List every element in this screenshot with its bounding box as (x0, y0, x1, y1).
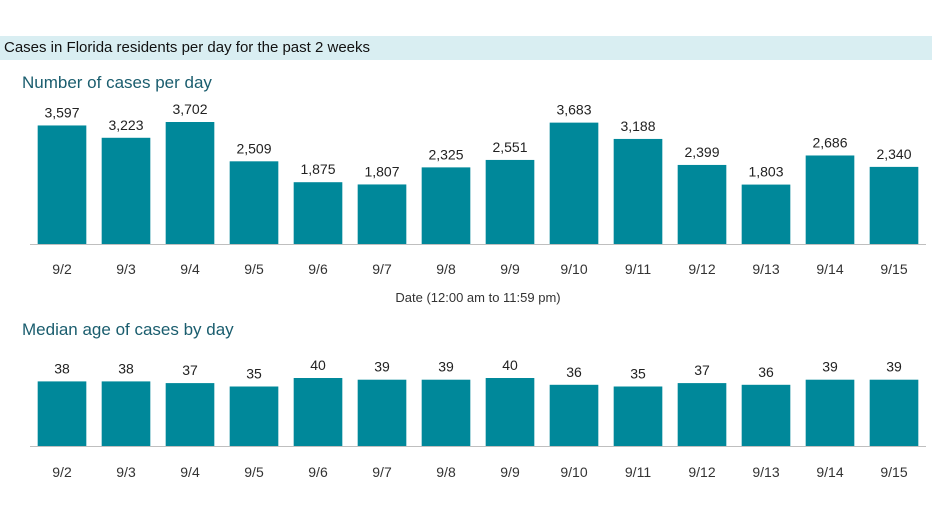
median-age-tick-label: 9/7 (372, 464, 392, 480)
median-age-tick-label: 9/4 (180, 464, 200, 480)
median-age-tick-label: 9/5 (244, 464, 264, 480)
median-age-value-label: 35 (630, 366, 646, 382)
cases-bar (229, 161, 279, 244)
median-age-bar (421, 379, 471, 446)
median-age-bar (293, 378, 343, 446)
median-age-tick-label: 9/2 (52, 464, 72, 480)
cases-tick-label: 9/11 (625, 261, 651, 277)
cases-value-label: 2,686 (812, 134, 847, 150)
median-age-tick-label: 9/15 (880, 464, 907, 480)
chart-title-median-age: Median age of cases by day (22, 320, 234, 339)
cases-value-label: 3,597 (44, 104, 79, 120)
median-age-value-label: 39 (438, 359, 454, 375)
median-age-bar (101, 381, 151, 446)
header-banner: Cases in Florida residents per day for t… (0, 36, 932, 60)
cases-value-label: 2,551 (492, 139, 527, 155)
cases-value-label: 2,340 (876, 146, 911, 162)
median-age-value-label: 36 (758, 364, 774, 380)
median-age-value-label: 40 (502, 357, 518, 373)
cases-tick-label: 9/7 (372, 261, 392, 277)
median-age-bar (869, 379, 919, 446)
median-age-value-label: 39 (822, 359, 838, 375)
cases-tick-label: 9/5 (244, 261, 264, 277)
cases-bar (485, 159, 535, 244)
cases-bar-chart: 3,597 9/2 3,223 9/3 3,702 9/4 2,509 9/5 1,875 9/6… (30, 101, 926, 305)
cases-bar (869, 166, 919, 244)
cases-value-label: 2,399 (684, 144, 719, 160)
cases-value-label: 1,803 (748, 164, 783, 180)
cases-tick-label: 9/15 (880, 261, 907, 277)
median-age-bar (165, 383, 215, 446)
cases-value-label: 1,807 (364, 163, 399, 179)
cases-bar (101, 137, 151, 244)
cases-tick-label: 9/12 (688, 261, 715, 277)
median-age-bar (485, 378, 535, 446)
cases-bar (549, 122, 599, 244)
cases-bar (357, 184, 407, 244)
median-age-bar (357, 379, 407, 446)
median-age-value-label: 37 (182, 362, 198, 378)
median-age-value-label: 36 (566, 364, 582, 380)
median-age-value-label: 38 (54, 360, 70, 376)
cases-tick-label: 9/13 (752, 261, 779, 277)
cases-bar (741, 184, 791, 244)
cases-value-label: 3,223 (108, 117, 143, 133)
cases-value-label: 3,188 (620, 118, 655, 134)
chart-title-cases: Number of cases per day (22, 73, 212, 92)
median-age-value-label: 40 (310, 357, 326, 373)
median-age-tick-label: 9/12 (688, 464, 715, 480)
median-age-value-label: 37 (694, 362, 710, 378)
median-age-tick-label: 9/3 (116, 464, 136, 480)
median-age-value-label: 39 (886, 359, 902, 375)
cases-bar (293, 182, 343, 244)
median-age-tick-label: 9/8 (436, 464, 456, 480)
cases-tick-label: 9/4 (180, 261, 200, 277)
median-age-bar (37, 381, 87, 446)
page-title: Cases in Florida residents per day for t… (4, 39, 371, 56)
median-age-tick-label: 9/11 (625, 464, 651, 480)
cases-bar (677, 164, 727, 244)
cases-tick-label: 9/9 (500, 261, 520, 277)
cases-tick-label: 9/2 (52, 261, 72, 277)
cases-bar (37, 125, 87, 244)
cases-bar (805, 155, 855, 244)
cases-bar (165, 122, 215, 244)
median-age-bar (805, 379, 855, 446)
median-age-tick-label: 9/14 (816, 464, 843, 480)
median-age-bar (741, 384, 791, 446)
median-age-bar-chart: 38 9/2 38 9/3 37 9/4 35 9/5 40 9/6 39 9/7 39 9/8 40 9/9… (30, 357, 926, 480)
cases-bar (421, 167, 471, 244)
median-age-bar (677, 383, 727, 446)
cases-tick-label: 9/8 (436, 261, 456, 277)
cases-tick-label: 9/14 (816, 261, 843, 277)
cases-value-label: 1,875 (300, 161, 335, 177)
median-age-bar (229, 386, 279, 446)
median-age-value-label: 35 (246, 366, 262, 382)
cases-value-label: 3,683 (556, 102, 591, 118)
cases-tick-label: 9/10 (560, 261, 587, 277)
cases-x-axis-title: Date (12:00 am to 11:59 pm) (395, 290, 560, 305)
median-age-bar (549, 384, 599, 446)
median-age-value-label: 38 (118, 360, 134, 376)
median-age-tick-label: 9/9 (500, 464, 520, 480)
cases-value-label: 2,325 (428, 146, 463, 162)
cases-value-label: 2,509 (236, 140, 271, 156)
cases-tick-label: 9/6 (308, 261, 328, 277)
median-age-tick-label: 9/6 (308, 464, 328, 480)
cases-bar (613, 138, 663, 244)
cases-value-label: 3,702 (172, 101, 207, 117)
median-age-tick-label: 9/13 (752, 464, 779, 480)
cases-tick-label: 9/3 (116, 261, 136, 277)
median-age-bar (613, 386, 663, 446)
median-age-tick-label: 9/10 (560, 464, 587, 480)
median-age-value-label: 39 (374, 359, 390, 375)
